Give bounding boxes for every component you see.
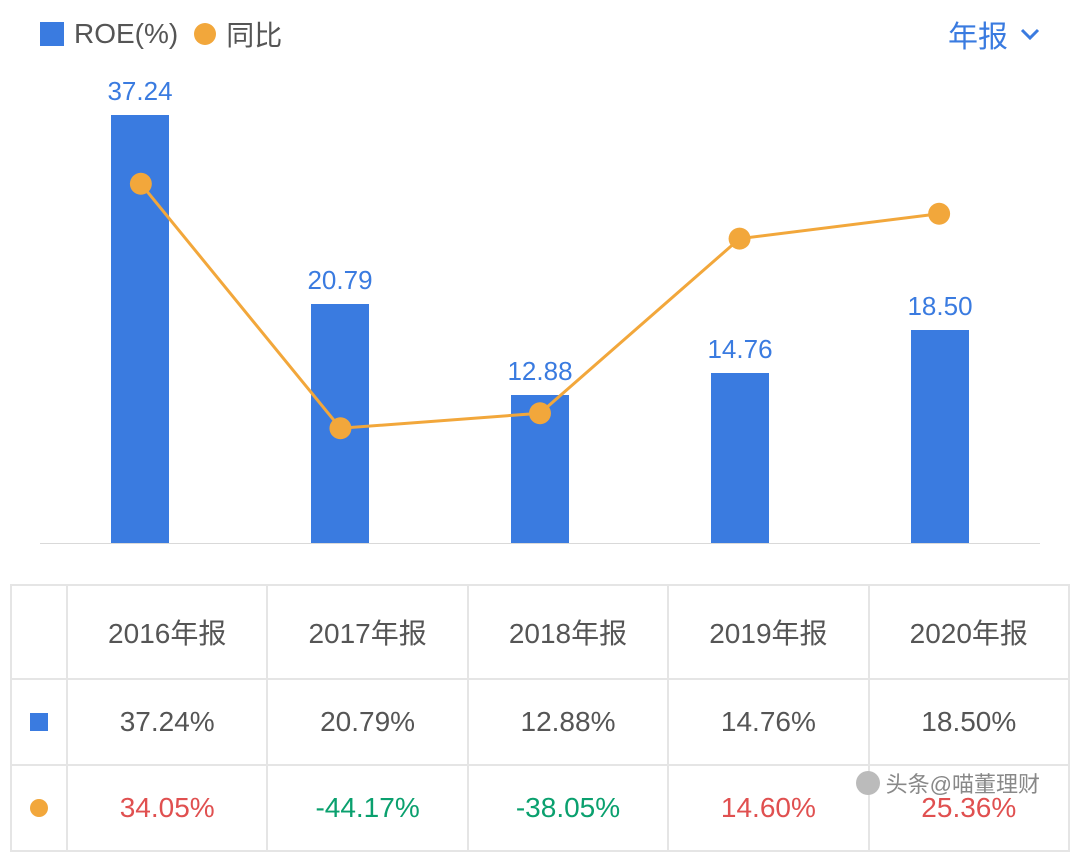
period-selector-label: 年报 <box>948 12 1008 56</box>
roe-chart: 37.2420.7912.8814.7618.50 <box>40 84 1040 544</box>
yoy-cell: -38.05% <box>469 766 669 852</box>
table-column-header: 2019年报 <box>669 586 869 680</box>
table-column-header: 2020年报 <box>870 586 1070 680</box>
yoy-cell: 34.05% <box>68 766 268 852</box>
chevron-down-icon <box>1020 28 1040 40</box>
yoy-cell: -44.17% <box>268 766 468 852</box>
table-column-header: 2018年报 <box>469 586 669 680</box>
roe-cell: 18.50% <box>870 680 1070 766</box>
yoy-line <box>40 84 1040 543</box>
roe-legend-icon <box>40 22 64 46</box>
roe-row-icon <box>12 680 68 766</box>
roe-cell: 20.79% <box>268 680 468 766</box>
watermark-icon <box>856 771 880 795</box>
roe-cell: 37.24% <box>68 680 268 766</box>
roe-cell: 14.76% <box>669 680 869 766</box>
roe-cell: 12.88% <box>469 680 669 766</box>
yoy-legend-icon <box>194 23 216 45</box>
yoy-row-icon <box>12 766 68 852</box>
yoy-cell: 14.60% <box>669 766 869 852</box>
table-corner <box>12 586 68 680</box>
watermark-text: 头条@喵董理财 <box>886 767 1040 799</box>
yoy-legend-label: 同比 <box>226 14 282 54</box>
data-table: 2016年报2017年报2018年报2019年报2020年报 37.24%20.7… <box>10 584 1070 852</box>
roe-legend-label: ROE(%) <box>74 18 178 50</box>
table-column-header: 2016年报 <box>68 586 268 680</box>
table-column-header: 2017年报 <box>268 586 468 680</box>
chart-header: ROE(%) 同比 年报 <box>0 0 1080 64</box>
period-selector[interactable]: 年报 <box>948 12 1040 56</box>
watermark: 头条@喵董理财 <box>856 767 1040 799</box>
legend: ROE(%) 同比 <box>40 14 288 54</box>
